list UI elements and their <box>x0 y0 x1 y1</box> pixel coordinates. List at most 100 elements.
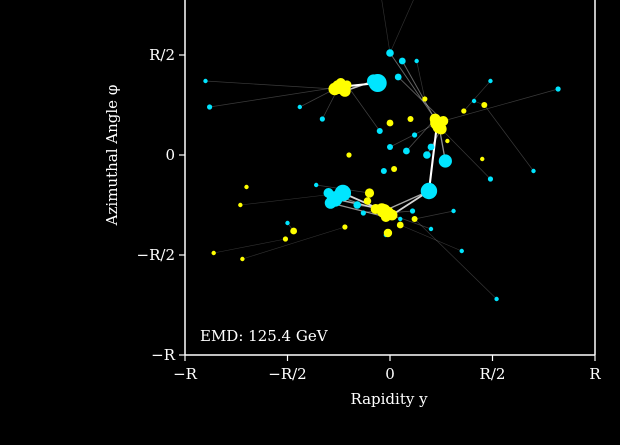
cyan-particle <box>438 154 452 168</box>
cyan-particle <box>451 208 456 214</box>
yellow-particle <box>386 119 394 127</box>
cyan-particle <box>414 58 419 64</box>
cyan-particle <box>398 57 406 65</box>
yellow-particle <box>445 138 450 144</box>
y-tick-label: −R <box>151 346 176 364</box>
yellow-particle <box>407 116 414 122</box>
yellow-particle <box>380 212 391 222</box>
x-axis-label: Rapidity y <box>350 390 428 408</box>
yellow-particle <box>244 184 249 190</box>
yellow-particle <box>422 96 428 102</box>
yellow-particle <box>363 197 372 205</box>
cyan-particle <box>459 248 464 254</box>
y-tick-label: −R/2 <box>137 246 175 264</box>
yellow-particle <box>282 236 289 242</box>
yellow-particle <box>396 221 404 229</box>
cyan-particle <box>387 144 393 150</box>
x-tick-label: R <box>589 365 601 383</box>
flow-line <box>205 80 335 90</box>
flow-line <box>389 52 436 120</box>
yellow-particle <box>461 108 467 114</box>
cyan-particle <box>471 98 477 104</box>
cyan-particle <box>353 201 362 209</box>
x-axis-ticks: −R −R/2 0 R/2 R <box>173 355 601 383</box>
flow-line <box>329 202 387 218</box>
flow-line <box>427 121 439 193</box>
yellow-particle <box>391 166 398 172</box>
yellow-particle <box>481 102 488 108</box>
cyan-particle <box>412 132 418 138</box>
cyan-particle <box>376 128 383 134</box>
cyan-particle <box>207 104 213 110</box>
flow-line <box>463 80 491 112</box>
yellow-particle <box>438 116 449 126</box>
flow-line <box>242 226 346 260</box>
yellow-particle <box>342 80 352 90</box>
cyan-particle <box>324 197 337 209</box>
flow-line <box>399 224 463 252</box>
yellow-particle <box>290 227 298 235</box>
cyan-particle <box>423 151 431 159</box>
flow-line <box>416 60 426 100</box>
flow-line <box>391 214 432 230</box>
cyan-particle <box>398 216 403 222</box>
cyan-particle <box>360 210 366 216</box>
flow-line <box>346 84 381 132</box>
yellow-particle <box>370 204 381 214</box>
yellow-particle <box>383 228 393 238</box>
cyan-particle <box>427 143 435 151</box>
yellow-particle <box>342 224 348 230</box>
cyan-particle <box>488 78 493 84</box>
emd-annotation: EMD: 125.4 GeV <box>200 327 329 345</box>
cyan-particle <box>323 188 334 198</box>
plot-area <box>203 0 561 302</box>
flow-line <box>442 88 559 122</box>
cyan-particle <box>555 86 561 92</box>
cyan-particle <box>285 220 290 226</box>
cyan-particle <box>297 104 302 110</box>
cyan-particle <box>394 73 402 81</box>
flow-line <box>483 104 534 172</box>
yellow-particle <box>238 202 243 208</box>
cyan-particle <box>314 182 319 188</box>
cyan-particle <box>531 168 536 174</box>
cyan-particle <box>494 296 499 302</box>
flow-line <box>383 190 430 212</box>
flow-line <box>414 218 497 300</box>
flow-line <box>209 86 340 108</box>
x-tick-label: −R <box>173 365 198 383</box>
x-tick-label: 0 <box>385 365 395 383</box>
yellow-particle <box>211 250 216 256</box>
flow-line <box>440 128 491 180</box>
flow-line <box>213 238 286 254</box>
cyan-particle <box>403 147 410 155</box>
cyan-particle <box>203 78 208 84</box>
cyan-particle <box>319 116 325 122</box>
cyan-particle <box>409 208 416 214</box>
cyan-particle <box>428 226 434 232</box>
yellow-particle <box>480 156 485 162</box>
y-tick-label: R/2 <box>149 46 175 64</box>
flow-line <box>401 60 438 124</box>
x-tick-label: R/2 <box>480 365 506 383</box>
cyan-particle <box>380 168 387 174</box>
yellow-particle <box>411 216 418 222</box>
cyan-particle <box>420 182 438 200</box>
yellow-particle <box>240 256 245 262</box>
particle-points <box>203 49 561 302</box>
flow-line <box>381 0 391 54</box>
yellow-particle <box>346 152 352 158</box>
yellow-particle <box>435 123 447 135</box>
yellow-particle <box>429 113 441 125</box>
cyan-particle <box>487 176 494 182</box>
flow-line <box>389 0 414 54</box>
cyan-particle <box>386 49 394 57</box>
y-axis-ticks: −R −R/2 0 R/2 <box>137 46 185 364</box>
cyan-particle <box>367 74 381 88</box>
y-axis-label: Azimuthal Angle φ <box>103 85 121 227</box>
flow-line <box>414 210 454 220</box>
x-tick-label: −R/2 <box>268 365 306 383</box>
yellow-particle <box>364 188 375 198</box>
